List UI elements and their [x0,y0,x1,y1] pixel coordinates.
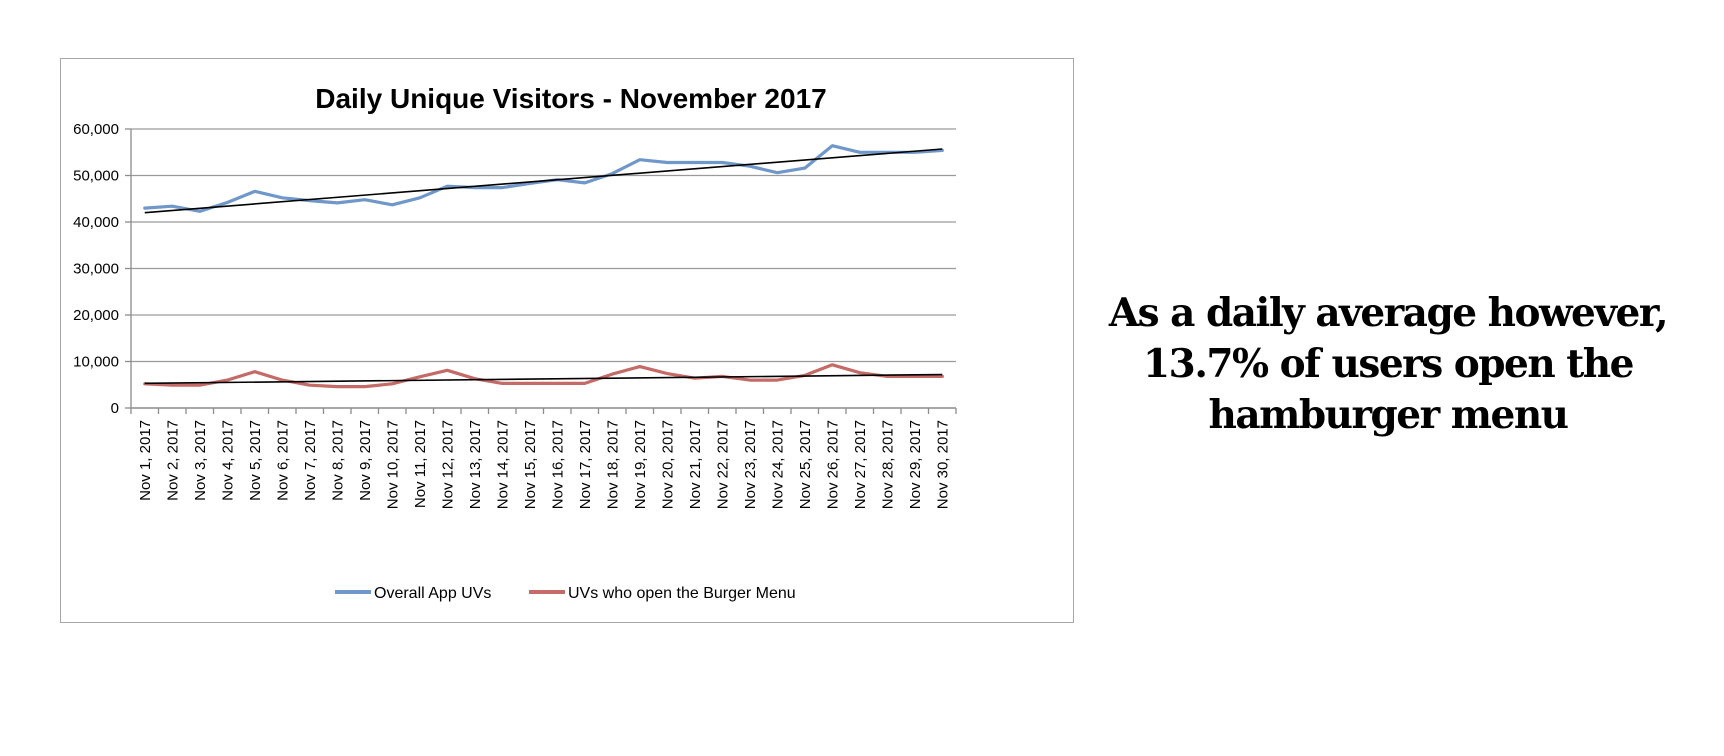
side-note-line-2: 13.7% of users open the [1143,341,1634,387]
y-tick-label: 20,000 [73,307,119,324]
x-tick-label: Nov 27, 2017 [852,420,869,509]
side-note-line-1: As a daily average however, [1108,290,1669,336]
x-tick-label: Nov 5, 2017 [247,420,264,501]
series-line-overall-app-uvs [143,144,944,213]
x-tick-label: Nov 7, 2017 [302,420,319,501]
x-tick-label: Nov 16, 2017 [549,420,566,509]
x-tick-label: Nov 13, 2017 [467,420,484,509]
line-chart: Daily Unique Visitors - November 2017 0 1… [73,83,957,602]
x-tick-label: Nov 1, 2017 [137,420,154,501]
series-line-burger-menu-uvs [143,363,944,389]
side-note-line-3: hamburger menu [1208,392,1569,438]
x-tick-label: Nov 6, 2017 [274,420,291,501]
x-tick-label: Nov 25, 2017 [797,420,814,509]
side-note: As a daily average however, 13.7% of use… [1108,288,1669,441]
x-tick-label: Nov 23, 2017 [742,420,759,509]
x-tick-label: Nov 3, 2017 [192,420,209,501]
legend: Overall App UVs UVs who open the Burger … [335,585,796,602]
trendline-burger-menu-uvs [144,373,943,385]
x-tick-label: Nov 29, 2017 [907,420,924,509]
x-tick-label: Nov 28, 2017 [879,420,896,509]
x-tick-label: Nov 22, 2017 [714,420,731,509]
y-tick-label: 50,000 [73,168,119,185]
x-tick-label: Nov 11, 2017 [412,420,429,508]
x-tick-label: Nov 30, 2017 [934,420,951,509]
x-tick-label: Nov 14, 2017 [494,420,511,509]
trendlines [144,148,943,385]
legend-label-burger-menu-uvs: UVs who open the Burger Menu [568,585,796,602]
x-tick-label: Nov 9, 2017 [357,420,374,501]
trendline-overall-app-uvs [144,148,943,214]
x-tick-label: Nov 18, 2017 [604,420,621,509]
x-tick-label: Nov 26, 2017 [824,420,841,509]
y-tick-label: 30,000 [73,261,119,278]
y-axis-ticks: 0 10,000 20,000 30,000 40,000 50,000 60,000 [73,121,119,417]
y-tick-label: 0 [111,400,119,417]
x-tick-label: Nov 10, 2017 [384,420,401,509]
chart-frame: Daily Unique Visitors - November 2017 0 1… [60,58,1074,623]
x-tick-label: Nov 21, 2017 [687,420,704,509]
x-tick-label: Nov 2, 2017 [164,420,181,501]
y-tick-label: 40,000 [73,214,119,231]
x-tick-label: Nov 19, 2017 [632,420,649,509]
x-axis-ticks: Nov 1, 2017 Nov 2, 2017 Nov 3, 2017 Nov 4, … [130,408,957,509]
series-lines [143,144,944,389]
x-tick-label: Nov 20, 2017 [659,420,676,509]
x-tick-label: Nov 15, 2017 [522,420,539,509]
gridlines [125,128,956,409]
x-tick-label: Nov 24, 2017 [769,420,786,509]
x-tick-label: Nov 4, 2017 [219,420,236,501]
chart-title: Daily Unique Visitors - November 2017 [315,83,826,114]
legend-label-overall-app-uvs: Overall App UVs [374,585,491,602]
x-tick-label: Nov 8, 2017 [329,420,346,501]
y-tick-label: 60,000 [73,121,119,138]
y-tick-label: 10,000 [73,354,119,371]
x-tick-label: Nov 12, 2017 [439,420,456,509]
x-tick-label: Nov 17, 2017 [577,420,594,509]
